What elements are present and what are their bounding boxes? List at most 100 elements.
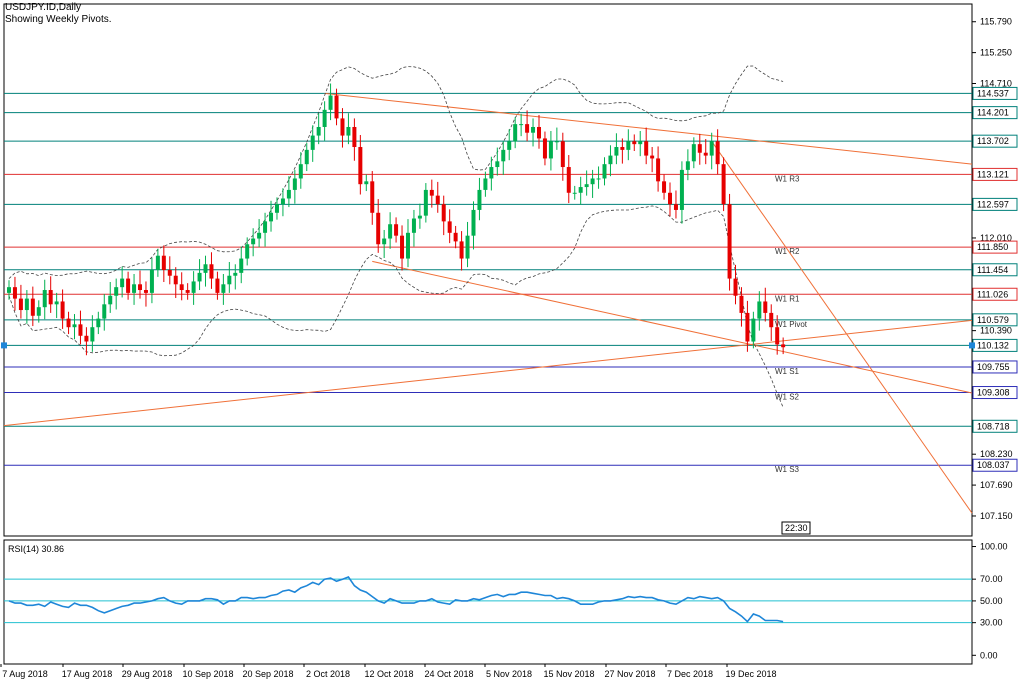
candle-body [36, 307, 41, 316]
candle [78, 310, 83, 345]
candle-body [346, 126, 351, 136]
price-tag-box [972, 419, 1018, 433]
candle [519, 113, 524, 137]
candle-body [536, 126, 541, 139]
candle [453, 225, 458, 249]
candle-body [191, 281, 196, 293]
candle [30, 286, 35, 327]
candle-body [245, 244, 250, 259]
candle [203, 255, 208, 287]
candle [477, 177, 482, 221]
candle [620, 138, 625, 164]
price-tag-box [972, 313, 1018, 327]
candle [405, 219, 410, 268]
candle [489, 156, 494, 191]
x-axis-label: 27 Nov 2018 [604, 669, 655, 679]
candle [352, 118, 357, 161]
candle-body [608, 155, 613, 165]
rsi-axis-label: 50.00 [980, 596, 1003, 606]
price-tag-label: 110.132 [977, 340, 1009, 350]
candle-body [703, 152, 708, 156]
candle-body [197, 272, 202, 282]
pivot-label: W1 S1 [775, 367, 800, 376]
candle [691, 137, 696, 169]
price-tag-label: 109.308 [977, 388, 1010, 398]
candle [149, 257, 154, 304]
price-tag-label: 113.121 [977, 169, 1009, 179]
last-price-marker-right [969, 342, 975, 349]
candle [215, 271, 220, 300]
candle [715, 129, 720, 175]
candle-body [18, 298, 23, 311]
candle [572, 185, 577, 200]
candle [334, 88, 339, 126]
price-tag-box [972, 86, 1018, 100]
candle [84, 327, 89, 356]
candle-body [358, 147, 363, 185]
candle-body [364, 181, 369, 185]
price-tag-label: 108.037 [977, 460, 1010, 470]
candle [143, 281, 148, 307]
candle [697, 133, 702, 165]
candle-body [733, 278, 738, 296]
candle [102, 294, 107, 331]
candle-body [304, 149, 309, 165]
candle [161, 245, 166, 283]
candle-body [179, 284, 184, 291]
candle-body [400, 235, 405, 259]
candle [703, 139, 708, 165]
candle-body [298, 164, 303, 179]
candle [304, 143, 309, 172]
candle [316, 113, 321, 145]
price-tag-label: 110.579 [977, 315, 1009, 325]
candle [513, 117, 518, 149]
x-axis-label: 24 Oct 2018 [424, 669, 473, 679]
candle-body [334, 95, 339, 119]
candle [769, 304, 774, 341]
candle-body [370, 181, 375, 213]
candle [108, 282, 113, 313]
price-tag-box [972, 386, 1018, 400]
candle [36, 300, 41, 323]
candle [48, 276, 53, 313]
candle-body [221, 284, 226, 293]
candle [471, 201, 476, 250]
candle [656, 146, 661, 192]
candle [340, 108, 345, 148]
candle-body [578, 187, 583, 193]
symbol-title: USDJPY.ID,Daily [5, 2, 81, 13]
candle-body [310, 135, 315, 150]
candle [376, 199, 381, 253]
candle [608, 145, 613, 177]
candle [614, 133, 619, 165]
candle-body [727, 204, 732, 279]
candle [751, 311, 756, 349]
candle-body [143, 290, 148, 293]
candle [191, 271, 196, 305]
candle-body [60, 301, 65, 319]
price-axis-label: 112.010 [980, 233, 1012, 243]
candle-body [251, 238, 256, 245]
candle-body [405, 232, 410, 259]
x-axis-label: 5 Nov 2018 [486, 669, 532, 679]
candle-body [149, 270, 154, 293]
price-tag-label: 108.718 [977, 421, 1010, 431]
candle [602, 157, 607, 186]
candle [554, 127, 559, 150]
candle-body [30, 298, 35, 316]
candle-body [423, 189, 428, 216]
candle-body [656, 158, 661, 182]
price-tag-label: 112.597 [977, 199, 1009, 209]
candle-body [173, 275, 178, 285]
candle [209, 252, 214, 289]
candle [42, 279, 47, 320]
x-axis-label: 29 Aug 2018 [122, 669, 173, 679]
candle-body [78, 324, 83, 336]
last-price-marker-left [1, 342, 7, 349]
candle-body [90, 327, 95, 342]
candle-body [114, 287, 119, 296]
candle-body [292, 178, 297, 190]
candle-body [328, 95, 333, 110]
candle-body [519, 124, 524, 126]
candle [727, 193, 732, 291]
